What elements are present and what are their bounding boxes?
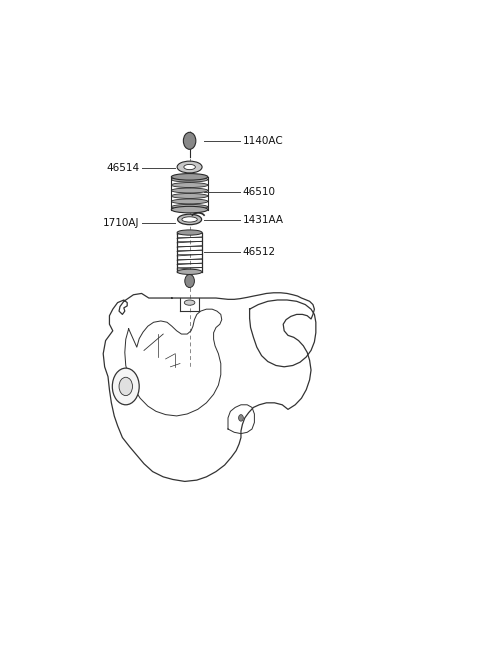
Ellipse shape	[177, 269, 202, 274]
Ellipse shape	[171, 188, 208, 193]
Ellipse shape	[171, 204, 208, 210]
Ellipse shape	[182, 217, 197, 222]
Ellipse shape	[184, 300, 195, 305]
Ellipse shape	[178, 214, 202, 225]
Circle shape	[239, 415, 243, 421]
Ellipse shape	[171, 174, 208, 180]
Ellipse shape	[177, 161, 202, 173]
Text: 1140AC: 1140AC	[242, 136, 283, 146]
Text: 46514: 46514	[106, 163, 139, 174]
Ellipse shape	[177, 230, 202, 235]
Ellipse shape	[184, 164, 195, 170]
Circle shape	[185, 274, 194, 288]
Text: 46510: 46510	[242, 187, 276, 197]
Circle shape	[119, 377, 132, 396]
Ellipse shape	[171, 183, 208, 187]
Circle shape	[183, 132, 196, 149]
Ellipse shape	[171, 206, 208, 213]
Text: 46512: 46512	[242, 247, 276, 257]
Text: 1710AJ: 1710AJ	[103, 217, 139, 228]
Ellipse shape	[171, 199, 208, 204]
Circle shape	[112, 368, 139, 405]
Ellipse shape	[171, 177, 208, 182]
Ellipse shape	[171, 193, 208, 198]
Text: 1431AA: 1431AA	[242, 215, 283, 225]
